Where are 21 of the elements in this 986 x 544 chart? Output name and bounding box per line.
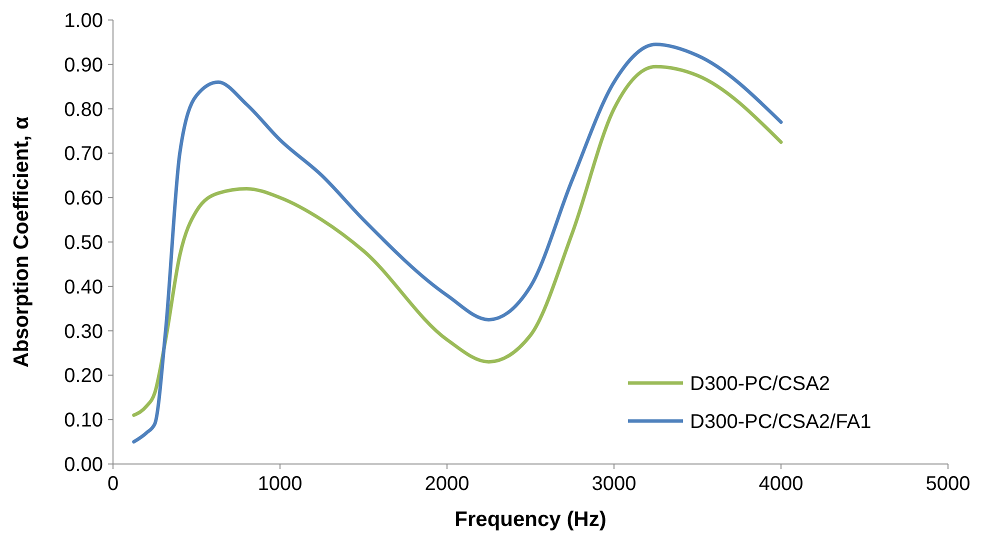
x-tick-label: 4000 bbox=[758, 473, 804, 495]
y-tick-label: 0.40 bbox=[64, 276, 103, 298]
y-tick-label: 0.10 bbox=[64, 410, 103, 432]
x-tick-label: 1000 bbox=[258, 473, 302, 495]
legend-label: D300-PC/CSA2 bbox=[690, 373, 830, 395]
y-tick-label: 1.00 bbox=[64, 10, 103, 32]
y-tick-label: 0.20 bbox=[64, 365, 103, 388]
x-axis-title: Frequency (Hz) bbox=[454, 508, 606, 531]
y-tick-label: 0.30 bbox=[64, 320, 103, 343]
y-tick-label: 0.60 bbox=[64, 188, 103, 210]
x-tick-label: 5000 bbox=[926, 473, 970, 495]
y-tick-label: 0.50 bbox=[64, 232, 103, 254]
y-axis-title: Absorption Coefficient, α bbox=[10, 116, 33, 368]
y-tick-label: 0.90 bbox=[64, 54, 103, 76]
y-tick-label: 0.70 bbox=[64, 143, 103, 166]
legend-label: D300-PC/CSA2/FA1 bbox=[690, 411, 872, 433]
x-tick-label: 0 bbox=[107, 473, 119, 495]
y-tick-label: 0.00 bbox=[64, 454, 103, 476]
x-tick-label: 2000 bbox=[424, 473, 470, 495]
y-tick-label: 0.80 bbox=[64, 98, 103, 121]
x-tick-label: 3000 bbox=[592, 473, 636, 495]
